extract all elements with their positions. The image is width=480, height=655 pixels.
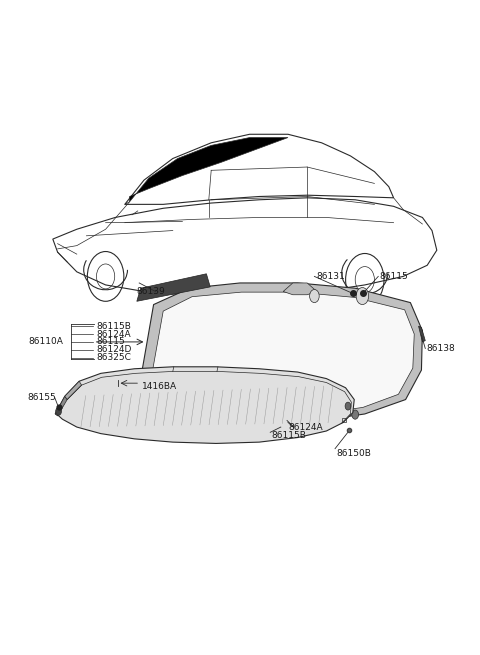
Text: 1416BA: 1416BA bbox=[142, 382, 177, 391]
Polygon shape bbox=[262, 413, 275, 422]
Text: 86150B: 86150B bbox=[336, 449, 371, 458]
Polygon shape bbox=[55, 367, 354, 443]
Text: 86131: 86131 bbox=[317, 272, 346, 281]
Text: 86115: 86115 bbox=[96, 337, 125, 346]
Polygon shape bbox=[153, 292, 414, 419]
Text: 86139: 86139 bbox=[137, 287, 166, 296]
Polygon shape bbox=[326, 411, 339, 421]
Text: 86115B: 86115B bbox=[96, 322, 131, 331]
Text: 86124A: 86124A bbox=[288, 422, 323, 432]
Text: 86155: 86155 bbox=[28, 393, 57, 402]
Polygon shape bbox=[142, 283, 422, 426]
Circle shape bbox=[352, 410, 359, 419]
Polygon shape bbox=[65, 381, 82, 400]
Circle shape bbox=[345, 402, 351, 410]
Circle shape bbox=[310, 290, 319, 303]
Circle shape bbox=[56, 407, 61, 415]
Polygon shape bbox=[283, 283, 317, 295]
Polygon shape bbox=[55, 396, 67, 416]
Text: 86115: 86115 bbox=[379, 272, 408, 281]
Circle shape bbox=[356, 288, 369, 305]
Text: 86110A: 86110A bbox=[29, 337, 64, 346]
Text: 86115B: 86115B bbox=[271, 431, 306, 440]
Text: 86325C: 86325C bbox=[96, 353, 131, 362]
Text: 86138: 86138 bbox=[426, 344, 455, 353]
Text: 86124D: 86124D bbox=[96, 345, 132, 354]
Polygon shape bbox=[137, 274, 210, 301]
Polygon shape bbox=[130, 138, 288, 202]
Text: 86124A: 86124A bbox=[96, 329, 131, 339]
Polygon shape bbox=[419, 326, 425, 342]
